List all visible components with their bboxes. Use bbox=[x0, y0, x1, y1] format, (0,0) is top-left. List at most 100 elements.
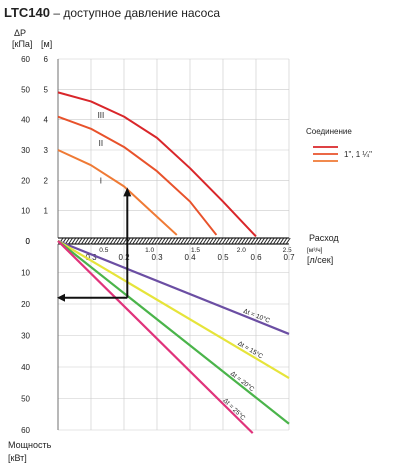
hatch-mark bbox=[237, 237, 243, 245]
hatch-mark bbox=[144, 237, 150, 245]
hatch-mark bbox=[173, 237, 179, 245]
hatch-mark bbox=[282, 237, 288, 245]
pump-curve-I bbox=[57, 149, 178, 236]
power-line bbox=[57, 240, 254, 434]
hatch-mark bbox=[106, 237, 112, 245]
hatch-mark bbox=[212, 237, 218, 245]
hatch-mark bbox=[231, 237, 237, 245]
hatch-mark bbox=[202, 237, 208, 245]
flow-unit-ls: [л/сек] bbox=[307, 255, 333, 265]
pump-curve-III bbox=[57, 91, 257, 238]
hatch-mark bbox=[87, 237, 93, 245]
example-left-arrowhead bbox=[57, 293, 65, 302]
legend-label: 1", 1 ¼" bbox=[344, 150, 372, 159]
hatch-mark bbox=[90, 237, 96, 245]
hatch-mark bbox=[119, 237, 125, 245]
hatch-mark bbox=[199, 237, 205, 245]
hatch-mark bbox=[180, 237, 186, 245]
hatch-mark bbox=[141, 237, 147, 245]
hatch-mark bbox=[263, 237, 269, 245]
m-tick-label: 6 bbox=[44, 55, 49, 64]
hatch-mark bbox=[64, 237, 70, 245]
power-line bbox=[57, 240, 290, 379]
power-line bbox=[57, 240, 290, 425]
hatch-mark bbox=[260, 237, 266, 245]
hatch-mark bbox=[192, 237, 198, 245]
hatch-mark bbox=[84, 237, 90, 245]
m-tick-label: 3 bbox=[44, 146, 49, 155]
hatch-mark bbox=[205, 237, 211, 245]
hatch-mark bbox=[148, 237, 154, 245]
hatch-mark bbox=[244, 237, 250, 245]
hatch-mark bbox=[240, 237, 246, 245]
example-up-arrowhead bbox=[123, 187, 132, 197]
flow-axis bbox=[58, 237, 291, 245]
m-tick-label: 4 bbox=[44, 116, 49, 125]
kpa-tick-label: 20 bbox=[21, 176, 30, 185]
title-text: – доступное давление насоса bbox=[50, 6, 220, 20]
power-line-label: Δt = 25°C bbox=[221, 396, 247, 422]
hatch-mark bbox=[93, 237, 99, 245]
pump-curve-II bbox=[57, 115, 218, 236]
hatch-mark bbox=[224, 237, 230, 245]
power-lines: Δt = 10°CΔt = 15°CΔt = 20°CΔt = 25°C bbox=[57, 239, 290, 434]
kpa-tick-label: 10 bbox=[21, 207, 30, 216]
hatch-mark bbox=[77, 237, 83, 245]
hatch-mark bbox=[100, 237, 106, 245]
kpa-tick-label: 40 bbox=[21, 116, 30, 125]
model-name: LTC140 bbox=[4, 5, 50, 20]
hatch-mark bbox=[215, 237, 221, 245]
hatch-mark bbox=[109, 237, 115, 245]
kw-tick-label: 20 bbox=[21, 300, 30, 309]
kw-tick-label: 50 bbox=[21, 395, 30, 404]
flow-unit-m3h: [м³/ч] bbox=[307, 247, 323, 254]
hatch-mark bbox=[68, 237, 74, 245]
hatch-mark bbox=[135, 237, 141, 245]
kpa-tick-label: 60 bbox=[21, 55, 30, 64]
bottom-yunit: [кВт] bbox=[8, 453, 27, 463]
bottom-y-ticks: 0 10 20 30 40 50 60 bbox=[21, 237, 30, 435]
hatch-mark bbox=[279, 237, 285, 245]
m-tick-label: 1 bbox=[44, 207, 49, 216]
power-line-label: Δt = 20°C bbox=[229, 369, 256, 393]
curve-label-III: III bbox=[98, 111, 105, 120]
hatch-mark bbox=[253, 237, 259, 245]
hatch-mark bbox=[151, 237, 157, 245]
flow-label: Расход bbox=[309, 233, 339, 243]
m3h-tick-label: 0.5 bbox=[99, 247, 108, 254]
chart-title: LTC140 – доступное давление насоса bbox=[4, 5, 220, 20]
hatch-mark bbox=[164, 237, 170, 245]
hatch-mark bbox=[228, 237, 234, 245]
hatch-mark bbox=[112, 237, 118, 245]
hatch-mark bbox=[103, 237, 109, 245]
hatch-mark bbox=[96, 237, 102, 245]
hatch-mark bbox=[276, 237, 282, 245]
hatch-mark bbox=[250, 237, 256, 245]
hatch-mark bbox=[167, 237, 173, 245]
kpa-tick-label: 50 bbox=[21, 85, 30, 94]
power-line bbox=[57, 239, 290, 335]
kpa-tick-label: 0 bbox=[26, 237, 31, 246]
hatch-mark bbox=[221, 237, 227, 245]
example-arrows bbox=[57, 187, 132, 302]
hatch-mark bbox=[272, 237, 278, 245]
m3h-tick-label: 2.0 bbox=[237, 247, 246, 254]
kpa-tick-label: 30 bbox=[21, 146, 30, 155]
hatch-mark bbox=[170, 237, 176, 245]
kw-tick-zero: 0 bbox=[26, 237, 31, 246]
m3h-tick-label: 1.0 bbox=[145, 247, 154, 254]
top-yunit-kpa: [кПа] bbox=[12, 39, 32, 49]
hatch-mark bbox=[138, 237, 144, 245]
bottom-grid bbox=[57, 244, 290, 431]
hatch-mark bbox=[176, 237, 182, 245]
hatch-mark bbox=[247, 237, 253, 245]
hatch-mark bbox=[74, 237, 80, 245]
hatch-mark bbox=[234, 237, 240, 245]
hatch-mark bbox=[196, 237, 202, 245]
bottom-ylabel: Мощность bbox=[8, 440, 52, 450]
hatch-mark bbox=[132, 237, 138, 245]
curve-label-II: II bbox=[99, 139, 103, 148]
hatch-mark bbox=[269, 237, 275, 245]
top-yunit-m: [м] bbox=[41, 39, 52, 49]
